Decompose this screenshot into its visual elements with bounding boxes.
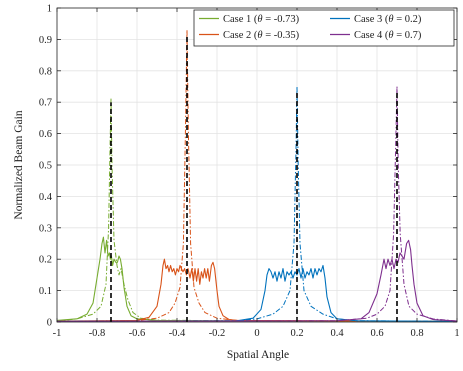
legend-item-case-3: Case 3 (θ = 0.2) bbox=[330, 14, 422, 25]
legend-label: Case 2 (θ = -0.35) bbox=[223, 30, 300, 41]
x-tick-label: 1 bbox=[454, 328, 459, 339]
series-line-dashdot bbox=[56, 86, 458, 322]
series-case-1 bbox=[56, 98, 458, 322]
y-tick-label: 0.3 bbox=[39, 223, 52, 234]
x-tick-label: -0.8 bbox=[89, 328, 106, 339]
legend-item-case-1: Case 1 (θ = -0.73) bbox=[199, 14, 300, 25]
series-case-3 bbox=[56, 86, 458, 322]
theta-markers bbox=[110, 34, 398, 322]
legend-item-case-2: Case 2 (θ = -0.35) bbox=[199, 30, 300, 41]
series-line-solid bbox=[56, 264, 458, 322]
y-tick-label: 0.7 bbox=[39, 98, 52, 109]
legend-label: Case 4 (θ = 0.7) bbox=[354, 30, 422, 41]
y-tick-label: 0.4 bbox=[39, 192, 53, 203]
series-case-4 bbox=[56, 86, 458, 322]
x-tick-label: -1 bbox=[53, 328, 62, 339]
x-axis-ticks: -1 -0.8 -0.6 -0.4 -0.2 0 0.2 0.4 0.6 0.8 1 bbox=[53, 8, 460, 339]
legend-item-case-4: Case 4 (θ = 0.7) bbox=[330, 30, 422, 41]
legend-box bbox=[193, 9, 455, 47]
x-tick-label: -0.2 bbox=[209, 328, 226, 339]
x-tick-label: -0.6 bbox=[129, 328, 146, 339]
series-line-solid bbox=[56, 239, 458, 322]
series-layer bbox=[56, 29, 458, 322]
x-tick-label: -0.4 bbox=[169, 328, 186, 339]
y-tick-label: 0.2 bbox=[39, 255, 52, 266]
series-line-solid bbox=[56, 236, 458, 322]
legend-label: Case 3 (θ = 0.2) bbox=[354, 14, 422, 25]
y-tick-label: 1 bbox=[47, 4, 52, 15]
y-tick-label: 0 bbox=[47, 318, 52, 329]
x-tick-label: 0 bbox=[254, 328, 259, 339]
y-tick-label: 0.6 bbox=[39, 129, 52, 140]
x-tick-label: 0.8 bbox=[410, 328, 423, 339]
y-tick-label: 0.8 bbox=[39, 66, 52, 77]
legend: Case 1 (θ = -0.73) Case 2 (θ = -0.35) Case… bbox=[193, 9, 455, 47]
series-line-dashdot bbox=[56, 86, 458, 322]
x-tick-label: 0.2 bbox=[290, 328, 303, 339]
series-case-2 bbox=[56, 29, 458, 322]
y-tick-label: 0.1 bbox=[39, 286, 52, 297]
y-tick-label: 0.5 bbox=[39, 161, 52, 172]
y-tick-label: 0.9 bbox=[39, 35, 52, 46]
x-tick-label: 0.4 bbox=[330, 328, 344, 339]
x-tick-label: 0.6 bbox=[370, 328, 383, 339]
y-axis-ticks: 0 0.1 0.2 0.3 0.4 0.5 0.6 0.7 0.8 0.9 1 bbox=[39, 4, 457, 329]
legend-label: Case 1 (θ = -0.73) bbox=[223, 14, 300, 25]
series-line-dashdot bbox=[56, 29, 458, 322]
series-line-dashdot bbox=[56, 98, 458, 322]
x-axis-label: Spatial Angle bbox=[227, 349, 289, 361]
y-axis-label: Normalized Beam Gain bbox=[13, 110, 25, 219]
series-line-solid bbox=[56, 258, 458, 322]
